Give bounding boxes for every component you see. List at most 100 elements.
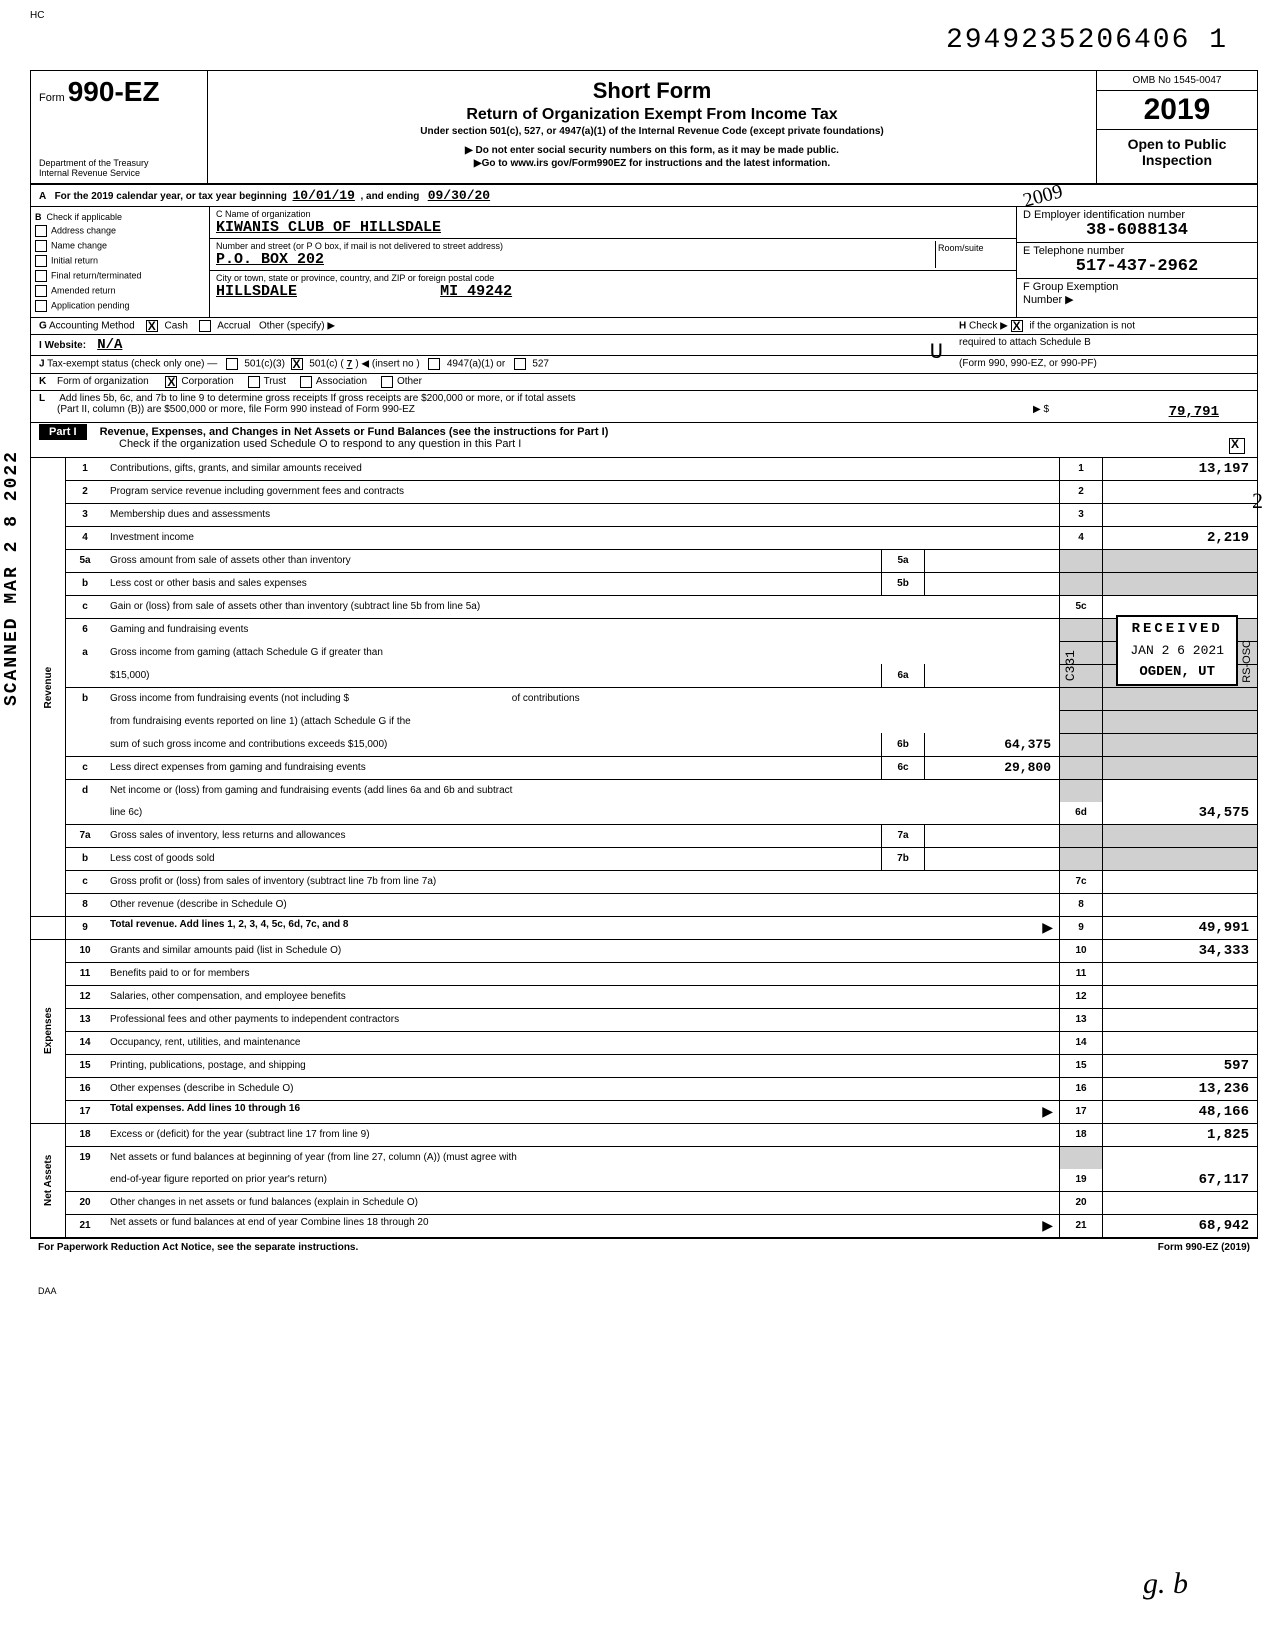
line-19-rval: 67,117 xyxy=(1103,1169,1258,1192)
line-19-2: end-of-year figure reported on prior yea… xyxy=(31,1169,1257,1192)
line-20: 20 Other changes in net assets or fund b… xyxy=(31,1191,1257,1214)
line-7a-shaded xyxy=(1060,824,1103,847)
website-label: Website: xyxy=(45,340,87,351)
form-prefix: Form xyxy=(39,92,65,104)
line-19-desc2: end-of-year figure reported on prior yea… xyxy=(104,1169,1060,1192)
letter-l: L xyxy=(39,393,57,404)
line-11-rval xyxy=(1103,962,1258,985)
line-10-desc: Grants and similar amounts paid (list in… xyxy=(104,939,1060,962)
line-5a: 5a Gross amount from sale of assets othe… xyxy=(31,549,1257,572)
line-5b-shaded xyxy=(1060,572,1103,595)
row-a-text-pre: For the 2019 calendar year, or tax year … xyxy=(55,191,287,202)
line-5a-mval xyxy=(925,549,1060,572)
label-street: Number and street (or P O box, if mail i… xyxy=(216,241,935,251)
check-trust[interactable] xyxy=(248,376,260,388)
big-u-glyph: U xyxy=(930,340,943,365)
line-5b-mval xyxy=(925,572,1060,595)
check-address-change[interactable] xyxy=(35,225,47,237)
phone-value: 517-437-2962 xyxy=(1023,257,1251,276)
label-501c3: 501(c)(3) xyxy=(244,359,285,370)
line-4-rnum: 4 xyxy=(1060,526,1103,549)
label-527: 527 xyxy=(532,359,549,370)
check-accrual[interactable] xyxy=(199,320,211,332)
check-application-pending[interactable] xyxy=(35,300,47,312)
h-form-990: (Form 990, 990-EZ, or 990-PF) xyxy=(959,358,1249,371)
check-initial-return[interactable] xyxy=(35,255,47,267)
dept-irs: Internal Revenue Service xyxy=(39,168,199,178)
footer-left: For Paperwork Reduction Act Notice, see … xyxy=(38,1242,358,1253)
label-501c: 501(c) ( xyxy=(309,359,343,370)
line-9-rnum: 9 xyxy=(1060,916,1103,939)
letter-b: B xyxy=(35,212,42,222)
line-19-desc: Net assets or fund balances at beginning… xyxy=(104,1146,1060,1169)
name-column: C Name of organization KIWANIS CLUB OF H… xyxy=(210,207,1016,317)
line-7a-num: 7a xyxy=(66,824,105,847)
line-3-rval xyxy=(1103,503,1258,526)
check-part-1-schedule-o[interactable] xyxy=(1229,438,1245,454)
check-other-org[interactable] xyxy=(381,376,393,388)
line-11-rnum: 11 xyxy=(1060,962,1103,985)
line-6b-of-contrib: of contributions xyxy=(512,693,580,704)
arrow-line-1: ▶ Do not enter social security numbers o… xyxy=(216,145,1088,156)
line-17-num: 17 xyxy=(66,1100,105,1123)
line-10-rval: 34,333 xyxy=(1103,939,1258,962)
tax-year-end: 09/30/20 xyxy=(428,188,490,203)
line-15: 15 Printing, publications, postage, and … xyxy=(31,1054,1257,1077)
label-e-phone: E Telephone number xyxy=(1023,245,1251,257)
h-if-org: if the organization is not xyxy=(1029,321,1135,332)
line-4-rval: 2,219 xyxy=(1103,526,1258,549)
line-6a-num: a xyxy=(66,641,105,664)
part-1-header: Part I Revenue, Expenses, and Changes in… xyxy=(31,423,1257,458)
check-501c3[interactable] xyxy=(226,358,238,370)
document-number: 2949235206406 1 xyxy=(946,25,1228,56)
check-h[interactable] xyxy=(1011,320,1023,332)
line-11-num: 11 xyxy=(66,962,105,985)
row-k: K Form of organization Corporation Trust… xyxy=(31,374,1257,391)
line-8-num: 8 xyxy=(66,893,105,916)
row-l-text2: (Part II, column (B)) are $500,000 or mo… xyxy=(57,404,1033,420)
line-17-desc: Total expenses. Add lines 10 through 16 xyxy=(110,1103,300,1114)
info-block: B Check if applicable Address change Nam… xyxy=(31,207,1257,318)
check-amended-return[interactable] xyxy=(35,285,47,297)
line-19-2-num xyxy=(66,1169,105,1192)
check-501c[interactable] xyxy=(291,358,303,370)
h-check-text: Check ▶ xyxy=(969,321,1008,332)
check-name-change[interactable] xyxy=(35,240,47,252)
row-a: A For the 2019 calendar year, or tax yea… xyxy=(31,185,1257,207)
letter-k: K xyxy=(39,376,57,388)
city-value: HILLSDALE xyxy=(216,283,297,300)
tax-exempt-label: Tax-exempt status (check only one) — xyxy=(47,359,217,370)
line-7b: b Less cost of goods sold 7b xyxy=(31,847,1257,870)
line-16: 16 Other expenses (describe in Schedule … xyxy=(31,1077,1257,1100)
check-4947[interactable] xyxy=(428,358,440,370)
line-21-desc: Net assets or fund balances at end of ye… xyxy=(110,1217,429,1228)
check-association[interactable] xyxy=(300,376,312,388)
line-6b-desc2: from fundraising events reported on line… xyxy=(104,710,1060,733)
side-label-revenue: Revenue xyxy=(31,458,66,917)
line-13-num: 13 xyxy=(66,1008,105,1031)
line-6b2-num xyxy=(66,710,105,733)
line-13-rval xyxy=(1103,1008,1258,1031)
label-amended-return: Amended return xyxy=(51,285,116,295)
label-city: City or town, state or province, country… xyxy=(216,273,1010,283)
line-6d2-num xyxy=(66,802,105,825)
line-9-desc-cell: Total revenue. Add lines 1, 2, 3, 4, 5c,… xyxy=(104,916,1060,939)
line-6: 6 Gaming and fundraising events xyxy=(31,618,1257,641)
line-6a2-num xyxy=(66,664,105,687)
line-5b-shaded-val xyxy=(1103,572,1258,595)
line-18-desc: Excess or (deficit) for the year (subtra… xyxy=(104,1123,1060,1146)
check-final-return[interactable] xyxy=(35,270,47,282)
check-cash[interactable] xyxy=(146,320,158,332)
line-12-rval xyxy=(1103,985,1258,1008)
check-corporation[interactable] xyxy=(165,376,177,388)
check-527[interactable] xyxy=(514,358,526,370)
website-value: N/A xyxy=(97,337,122,353)
line-18-num: 18 xyxy=(66,1123,105,1146)
line-9-side xyxy=(31,916,66,939)
line-4-desc: Investment income xyxy=(104,526,1060,549)
line-5a-mnum: 5a xyxy=(882,549,925,572)
label-accrual: Accrual xyxy=(217,321,250,332)
line-5a-desc: Gross amount from sale of assets other t… xyxy=(104,549,882,572)
line-2-rval xyxy=(1103,480,1258,503)
tax-year-begin: 10/01/19 xyxy=(292,188,354,203)
